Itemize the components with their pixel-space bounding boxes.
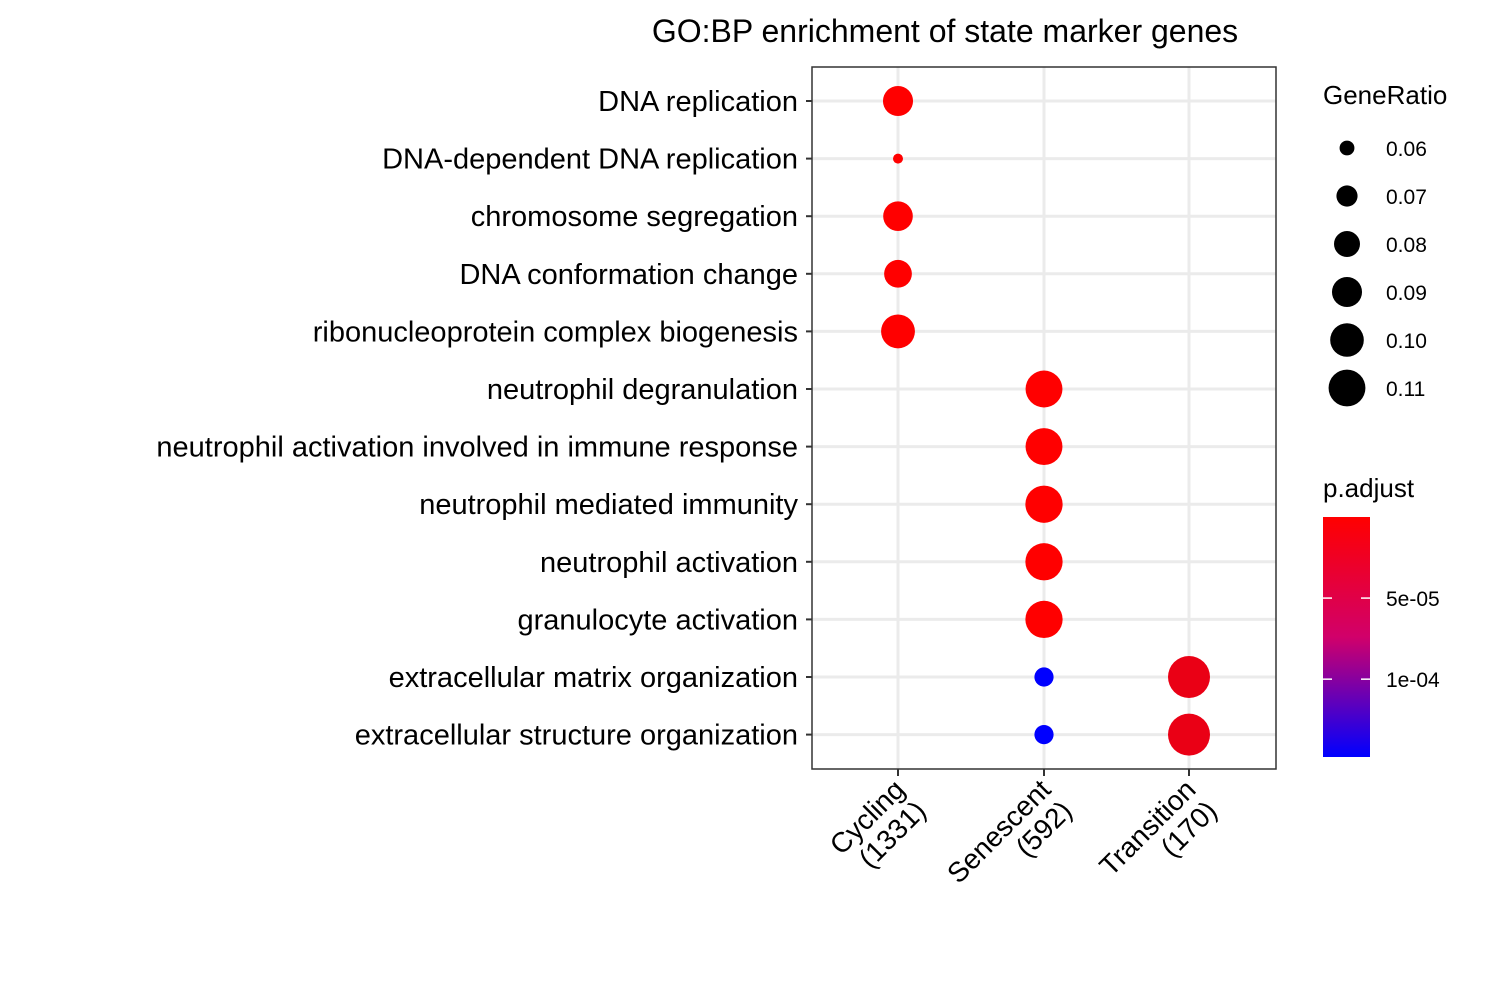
y-tick-label-extracellular-matrix-organization: extracellular matrix organization [389,662,798,694]
point-cycling-dna-dependent-dna-replication [893,153,903,164]
size-legend-label-0-10: 0.10 [1386,330,1427,353]
y-tick-label-chromosome-segregation: chromosome segregation [471,201,798,233]
point-transition-extracellular-matrix-organization [1168,656,1210,698]
color-legend-title: p.adjust [1323,473,1415,503]
size-legend-key-0-09 [1331,276,1363,308]
size-legend-label-0-07: 0.07 [1386,186,1427,209]
x-tick-label-transition: Transition(170) [1093,774,1222,903]
point-senescent-extracellular-structure-organization [1034,725,1054,745]
size-legend-key-0-07 [1336,185,1358,207]
y-axis: DNA replication DNA-dependent DNA replica… [156,86,812,752]
size-legend-key-0-10 [1330,323,1364,357]
point-senescent-neutrophil-mediated-immunity [1025,485,1063,523]
y-tick-label-dna-dependent-dna-replication: DNA-dependent DNA replication [382,144,798,176]
size-legend-title: GeneRatio [1323,80,1447,110]
y-tick-label-neutrophil-mediated-immunity: neutrophil mediated immunity [419,489,798,521]
y-tick-label-neutrophil-activation: neutrophil activation [540,547,798,579]
size-legend: GeneRatio 0.06 0.07 0.08 0.09 0.10 0.11 [1323,80,1447,407]
y-tick-label-neutrophil-degranulation: neutrophil degranulation [487,374,798,406]
point-senescent-granulocyte-activation [1025,600,1063,639]
y-tick-label-dna-replication: DNA replication [598,86,798,118]
x-axis: Cycling(1331) Senescent(592) Transition(17… [824,769,1223,911]
y-tick-label-ribonucleoprotein-complex-biogenesis: ribonucleoprotein complex biogenesis [313,316,798,348]
size-legend-key-0-11 [1328,369,1366,407]
size-legend-label-0-11: 0.11 [1386,378,1425,401]
grid-lines [812,67,1276,769]
color-legend-label-1e-04: 1e-04 [1386,669,1440,692]
size-legend-label-0-06: 0.06 [1386,138,1427,161]
chart-title: GO:BP enrichment of state marker genes [652,13,1238,49]
color-legend: p.adjust 5e-05 1e-04 [1323,473,1440,757]
point-cycling-chromosome-segregation [883,201,913,232]
point-senescent-neutrophil-activation [1025,543,1063,581]
point-cycling-dna-replication [882,85,914,117]
color-legend-colorbar [1323,517,1370,757]
y-tick-label-dna-conformation-change: DNA conformation change [459,259,798,291]
x-tick-label-senescent: Senescent(592) [941,774,1078,911]
point-cycling-ribonucleoprotein-complex-biogenesis [881,314,915,349]
x-tick-label-cycling: Cycling(1331) [824,774,932,882]
y-tick-label-neutrophil-activation-involved-in-immune-response: neutrophil activation involved in immune… [156,432,798,464]
point-transition-extracellular-structure-organization [1168,713,1210,756]
point-senescent-neutrophil-activation-involved-in-immune-response [1025,428,1063,466]
y-tick-label-granulocyte-activation: granulocyte activation [518,604,799,636]
size-legend-label-0-09: 0.09 [1386,282,1427,305]
point-cycling-dna-conformation-change [884,259,912,288]
size-legend-key-0-08 [1334,231,1360,257]
y-tick-label-extracellular-structure-organization: extracellular structure organization [355,720,798,752]
point-senescent-extracellular-matrix-organization [1034,667,1054,687]
point-senescent-neutrophil-degranulation [1025,370,1063,408]
data-points [881,85,1210,756]
size-legend-label-0-08: 0.08 [1386,234,1427,257]
color-legend-label-5e-05: 5e-05 [1386,588,1440,611]
size-legend-key-0-06 [1339,140,1355,156]
